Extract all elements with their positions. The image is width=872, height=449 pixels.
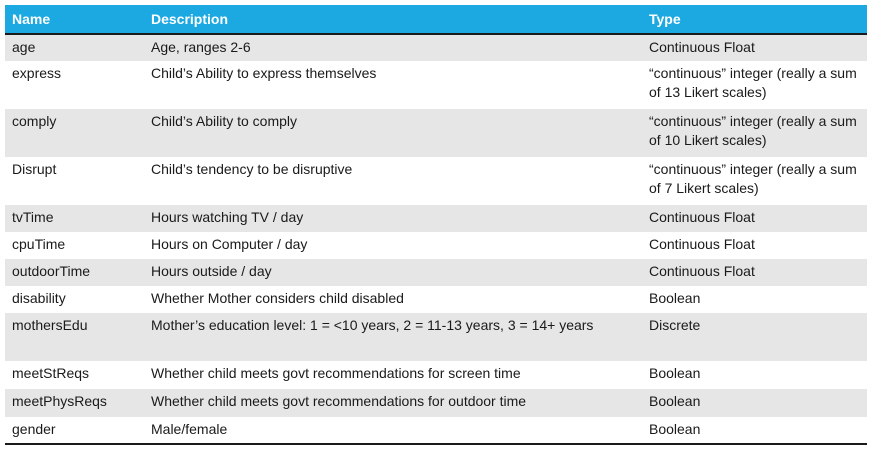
cell-name: express — [5, 61, 144, 109]
cell-description: Hours watching TV / day — [144, 205, 642, 232]
table-row: Disrupt Child’s tendency to be disruptiv… — [5, 157, 867, 205]
variables-table: Name Description Type age Age, ranges 2-… — [5, 5, 867, 445]
table-row: mothersEdu Mother’s education level: 1 =… — [5, 313, 867, 361]
cell-name: disability — [5, 286, 144, 313]
cell-name: outdoorTime — [5, 259, 144, 286]
cell-description: Whether child meets govt recommendations… — [144, 389, 642, 417]
cell-type: Boolean — [642, 417, 867, 445]
cell-type: Continuous Float — [642, 34, 867, 61]
cell-description: Age, ranges 2-6 — [144, 34, 642, 61]
cell-description: Hours outside / day — [144, 259, 642, 286]
table-row: meetPhysReqs Whether child meets govt re… — [5, 389, 867, 417]
table-row: age Age, ranges 2-6 Continuous Float — [5, 34, 867, 61]
cell-type: Discrete — [642, 313, 867, 361]
cell-type: “continuous” integer (really a sum of 13… — [642, 61, 867, 109]
table-row: outdoorTime Hours outside / day Continuo… — [5, 259, 867, 286]
variables-table-container: Name Description Type age Age, ranges 2-… — [5, 5, 867, 445]
cell-type: “continuous” integer (really a sum of 10… — [642, 109, 867, 157]
cell-name: meetStReqs — [5, 361, 144, 389]
cell-name: age — [5, 34, 144, 61]
cell-name: comply — [5, 109, 144, 157]
cell-description: Child’s Ability to express themselves — [144, 61, 642, 109]
table-row: express Child’s Ability to express thems… — [5, 61, 867, 109]
cell-name: mothersEdu — [5, 313, 144, 361]
cell-type: Continuous Float — [642, 205, 867, 232]
cell-type: “continuous” integer (really a sum of 7 … — [642, 157, 867, 205]
table-row: disability Whether Mother considers chil… — [5, 286, 867, 313]
table-row: cpuTime Hours on Computer / day Continuo… — [5, 232, 867, 259]
cell-description: Whether child meets govt recommendations… — [144, 361, 642, 389]
cell-name: gender — [5, 417, 144, 445]
cell-type: Continuous Float — [642, 259, 867, 286]
cell-description: Child’s Ability to comply — [144, 109, 642, 157]
cell-name: cpuTime — [5, 232, 144, 259]
cell-description: Mother’s education level: 1 = <10 years,… — [144, 313, 642, 361]
table-row: tvTime Hours watching TV / day Continuou… — [5, 205, 867, 232]
cell-name: meetPhysReqs — [5, 389, 144, 417]
cell-type: Boolean — [642, 361, 867, 389]
table-row: meetStReqs Whether child meets govt reco… — [5, 361, 867, 389]
cell-description: Child’s tendency to be disruptive — [144, 157, 642, 205]
cell-type: Boolean — [642, 286, 867, 313]
cell-description: Male/female — [144, 417, 642, 445]
cell-description: Whether Mother considers child disabled — [144, 286, 642, 313]
cell-type: Continuous Float — [642, 232, 867, 259]
cell-type: Boolean — [642, 389, 867, 417]
header-description: Description — [144, 5, 642, 35]
cell-name: Disrupt — [5, 157, 144, 205]
table-row: gender Male/female Boolean — [5, 417, 867, 445]
table-row: comply Child’s Ability to comply “contin… — [5, 109, 867, 157]
cell-name: tvTime — [5, 205, 144, 232]
header-type: Type — [642, 5, 867, 35]
cell-description: Hours on Computer / day — [144, 232, 642, 259]
table-header-row: Name Description Type — [5, 5, 867, 35]
header-name: Name — [5, 5, 144, 35]
